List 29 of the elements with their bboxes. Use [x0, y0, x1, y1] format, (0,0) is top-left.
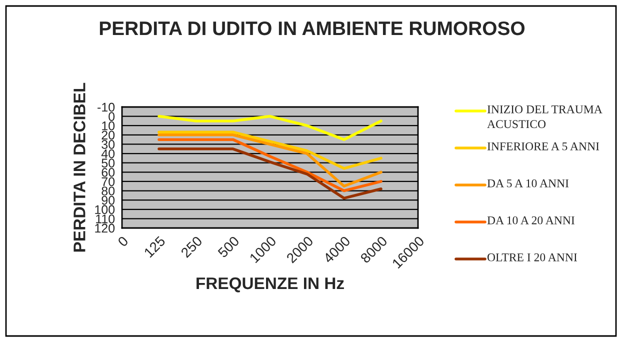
- x-tick-label: 250: [180, 236, 203, 258]
- chart-title: PERDITA DI UDITO IN AMBIENTE RUMOROSO: [100, 21, 525, 36]
- legend-label: INFERIORE A 5 ANNI: [487, 142, 600, 150]
- legend-label: DA 5 A 10 ANNI: [487, 179, 569, 188]
- line-series: [158, 114, 382, 141]
- x-tick-label: 125: [144, 236, 166, 258]
- y-tick-label: 90: [102, 196, 115, 205]
- y-tick-label: -10: [98, 102, 115, 112]
- y-tick-label: 20: [102, 130, 115, 140]
- y-tick-label: 10: [102, 121, 115, 130]
- y-tick-label: 0: [108, 112, 115, 121]
- line-series: [158, 147, 382, 200]
- y-tick-label: 50: [102, 158, 115, 168]
- y-tick-label: 80: [102, 186, 115, 196]
- line-series: [158, 130, 382, 170]
- y-tick-label: 100: [95, 205, 115, 214]
- y-tick-label: 60: [102, 168, 115, 177]
- legend-label: INIZIO DEL TRAUMA ACUSTICO: [487, 105, 602, 128]
- y-tick-label: 120: [95, 224, 115, 233]
- legend-label: DA 10 A 20 ANNI: [487, 216, 574, 224]
- x-tick-label: 500: [217, 236, 240, 258]
- x-tick-label: 0: [117, 236, 129, 248]
- y-tick-label: 70: [102, 177, 115, 186]
- y-tick-label: 110: [96, 214, 115, 224]
- x-axis-title: FREQUENZE IN Hz: [196, 277, 344, 292]
- y-tick-label: 40: [101, 149, 115, 158]
- y-tick-label: 30: [102, 140, 115, 149]
- legend-label: OLTRE I 20 ANNI: [487, 253, 577, 262]
- y-axis-title: PERDITA IN DECIBEL: [74, 82, 86, 252]
